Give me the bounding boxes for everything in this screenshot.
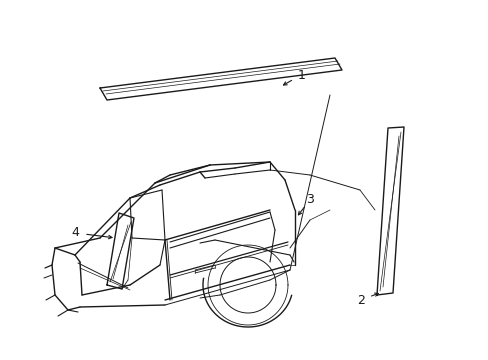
Text: 4: 4 xyxy=(71,225,79,239)
Text: 2: 2 xyxy=(356,294,364,307)
Text: 1: 1 xyxy=(298,68,305,81)
Text: 3: 3 xyxy=(305,193,313,206)
